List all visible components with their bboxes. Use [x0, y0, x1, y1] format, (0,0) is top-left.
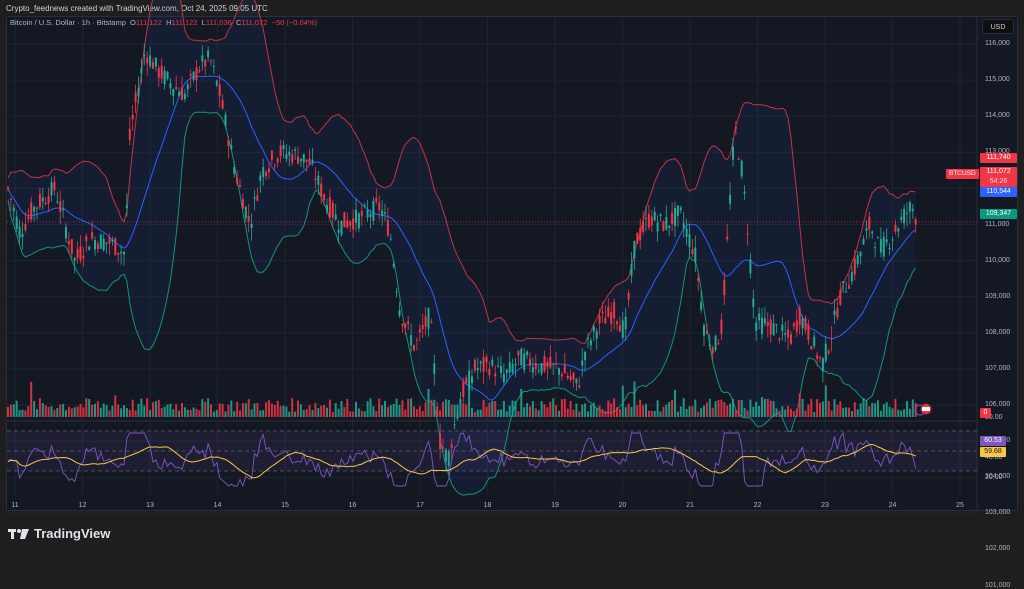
change-value: −50 (−0.04%): [271, 18, 318, 27]
time-tick: 20: [618, 502, 627, 509]
time-tick: 12: [78, 502, 87, 509]
price-tick: 103,000: [985, 509, 1011, 517]
ohlc-legend: Bitcoin / U.S. Dollar · 1h · Bitstamp O1…: [10, 18, 318, 27]
time-tick: 11: [11, 502, 19, 509]
bb-upper-badge: 111,740: [980, 153, 1017, 163]
last-price-badge: 111,072 54:26: [980, 167, 1017, 187]
time-tick: 15: [281, 502, 289, 509]
open-value: 111,122: [135, 18, 162, 27]
last-price: 111,072: [986, 168, 1011, 175]
price-tick: 113,000: [985, 148, 1010, 156]
price-tick: 111,000: [985, 220, 1010, 228]
time-tick: 22: [753, 502, 762, 509]
price-tick: 102,000: [985, 545, 1011, 553]
chart-frame[interactable]: [6, 16, 1018, 511]
time-tick: 23: [821, 502, 829, 509]
price-tick: 104,000: [985, 473, 1011, 481]
tradingview-logo: TradingView: [8, 526, 110, 541]
time-tick: 19: [551, 502, 559, 509]
chart-canvas[interactable]: [0, 0, 1024, 553]
bb-lower-badge: 109,347: [980, 209, 1017, 219]
currency-button[interactable]: USD: [982, 19, 1014, 34]
time-tick: 25: [956, 502, 964, 509]
countdown: 54:26: [989, 178, 1008, 185]
rsi-ma-badge: 59.68: [980, 447, 1006, 457]
chart-caption: Crypto_feednews created with TradingView…: [6, 4, 268, 13]
rsi-badge: 60.53: [980, 436, 1006, 446]
price-tick: 109,000: [985, 292, 1011, 300]
price-tick: 116,000: [985, 40, 1010, 47]
time-tick: 21: [686, 502, 694, 509]
price-tick: 107,000: [985, 364, 1011, 372]
volume-badge: 0: [980, 408, 991, 418]
rsi-tick: 20.00: [985, 474, 1003, 481]
symbol-tag: BTCUSD: [946, 169, 979, 179]
close-value: 111,072: [241, 18, 268, 27]
symbol-label: Bitcoin / U.S. Dollar · 1h · Bitstamp: [10, 18, 126, 27]
rsi-tick: 40.00: [985, 454, 1003, 461]
high-value: 111,122: [171, 18, 198, 27]
price-tick: 114,000: [985, 112, 1010, 120]
time-tick: 14: [213, 502, 222, 509]
time-tick: 18: [483, 502, 492, 509]
low-value: 111,036: [205, 18, 232, 27]
time-tick: 17: [416, 502, 424, 509]
brand-name: TradingView: [34, 526, 111, 541]
rsi-tick: 80.00: [985, 414, 1003, 421]
price-tick: 101,000: [985, 581, 1011, 589]
price-tick: 108,000: [985, 328, 1011, 336]
tradingview-logo-icon: [8, 528, 29, 539]
time-tick: 24: [888, 502, 897, 509]
price-tick: 110,000: [985, 256, 1010, 264]
time-tick: 16: [348, 502, 357, 509]
price-tick: 115,000: [985, 76, 1010, 84]
bb-basis-badge: 110,544: [980, 187, 1017, 197]
price-tick: 106,000: [985, 401, 1011, 408]
time-tick: 13: [146, 502, 154, 509]
